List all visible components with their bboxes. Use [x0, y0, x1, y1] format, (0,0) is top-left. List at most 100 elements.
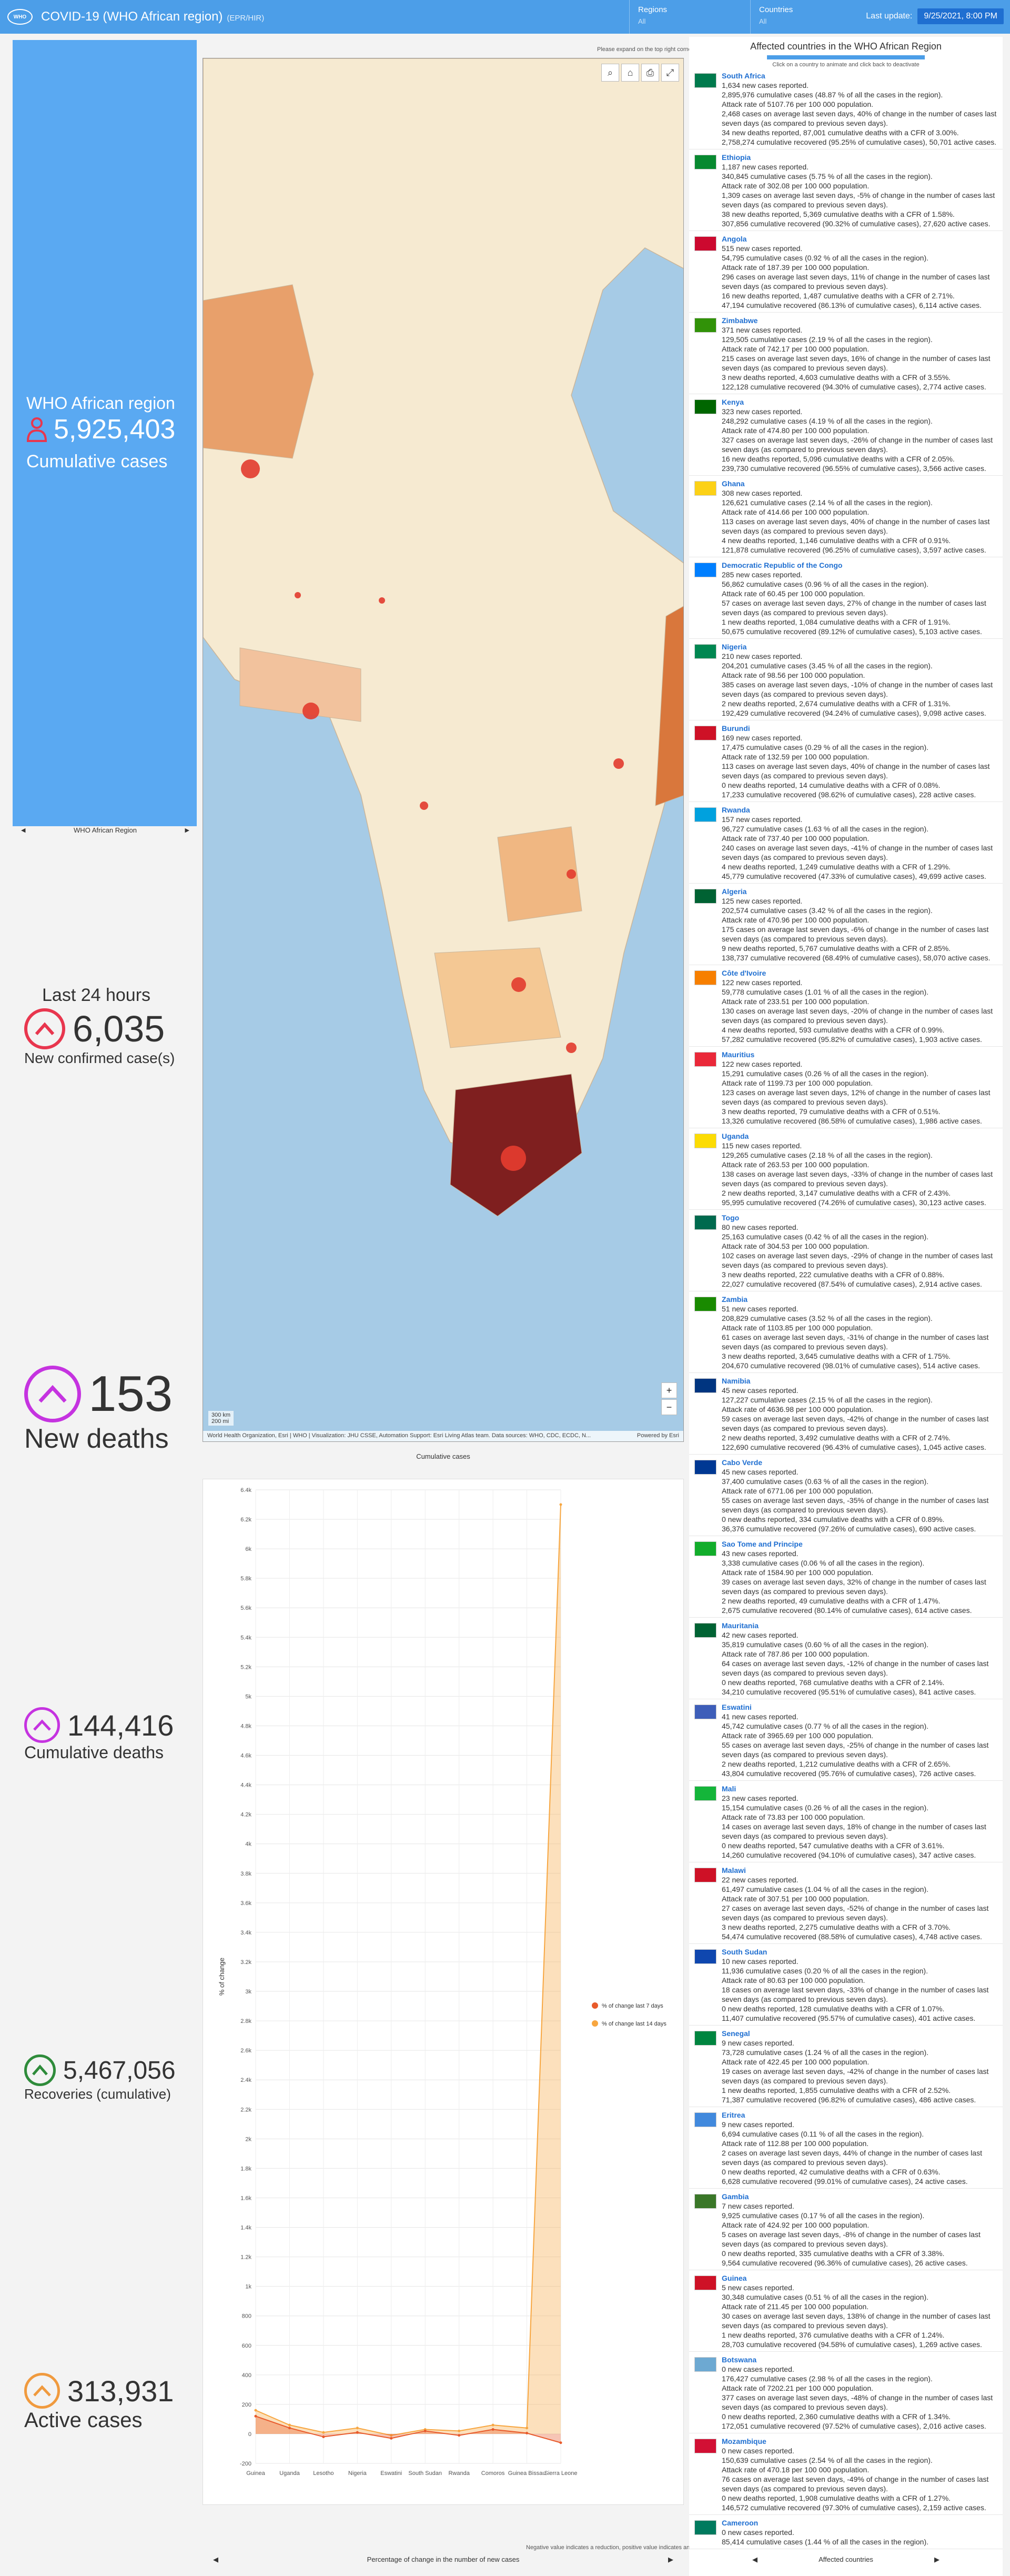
zoom-out-button[interactable]: − — [661, 1399, 677, 1415]
print-icon[interactable]: ⎙ — [641, 64, 659, 82]
country-entry[interactable]: Nigeria 210 new cases reported. 204,201 cu… — [689, 639, 1003, 720]
map-bubble[interactable] — [511, 977, 526, 992]
country-entry[interactable]: Rwanda 157 new cases reported. 96,727 cumu… — [689, 802, 1003, 884]
country-entry[interactable]: South Sudan 10 new cases reported. 11,936 … — [689, 1944, 1003, 2026]
country-entry[interactable]: Ethiopia 1,187 new cases reported. 340,845… — [689, 149, 1003, 231]
country-name[interactable]: Algeria — [722, 887, 747, 896]
country-entry[interactable]: Eritrea 9 new cases reported. 6,694 cumula… — [689, 2107, 1003, 2189]
map-bubble[interactable] — [567, 869, 576, 879]
country-entry[interactable]: Gambia 7 new cases reported. 9,925 cumulat… — [689, 2189, 1003, 2270]
country-name[interactable]: Togo — [722, 1214, 740, 1222]
country-entry[interactable]: Cameroon 0 new cases reported. 85,414 cumu… — [689, 2515, 1003, 2549]
country-entry[interactable]: Mali 23 new cases reported. 15,154 cumulat… — [689, 1781, 1003, 1862]
country-name[interactable]: Angola — [722, 235, 747, 243]
country-name[interactable]: Zimbabwe — [722, 316, 758, 325]
country-entry[interactable]: Senegal 9 new cases reported. 73,728 cumul… — [689, 2026, 1003, 2107]
country-name[interactable]: Cameroon — [722, 2519, 759, 2527]
country-entry[interactable]: Burundi 169 new cases reported. 17,475 cum… — [689, 720, 1003, 802]
central-africa-region[interactable] — [497, 826, 582, 922]
change-chart[interactable]: 6.4k 6.2k 6k 5.8k 5.6k 5.4k 5.2k 5k 4.8k 4.6k 4.4k… — [203, 1479, 684, 2505]
country-entry[interactable]: Malawi 22 new cases reported. 61,497 cumul… — [689, 1862, 1003, 1944]
map-bubble[interactable] — [302, 703, 319, 719]
algeria-region[interactable] — [203, 284, 314, 459]
country-name[interactable]: Uganda — [722, 1132, 749, 1140]
country-name[interactable]: Eritrea — [722, 2111, 745, 2119]
country-entry[interactable]: Angola 515 new cases reported. 54,795 cumu… — [689, 231, 1003, 313]
country-name[interactable]: South Sudan — [722, 1948, 767, 1956]
map-bubble[interactable] — [379, 597, 385, 604]
country-entry[interactable]: Uganda 115 new cases reported. 129,265 cum… — [689, 1128, 1003, 1210]
zoom-in-button[interactable]: + — [661, 1382, 677, 1398]
country-name[interactable]: Cabo Verde — [722, 1458, 763, 1467]
map-bubble[interactable] — [295, 592, 301, 598]
next-arrow-icon[interactable]: ▶ — [668, 2555, 673, 2563]
country-name[interactable]: Ethiopia — [722, 153, 751, 162]
country-name[interactable]: Nigeria — [722, 643, 747, 651]
country-name[interactable]: Kenya — [722, 398, 744, 406]
country-name[interactable]: Burundi — [722, 724, 750, 733]
map-bubble[interactable] — [501, 1146, 526, 1171]
country-entry[interactable]: Namibia 45 new cases reported. 127,227 cum… — [689, 1373, 1003, 1455]
country-name[interactable]: Mauritius — [722, 1050, 755, 1059]
next-arrow-icon[interactable]: ▶ — [934, 2555, 940, 2563]
country-entry[interactable]: Zambia 51 new cases reported. 208,829 cumu… — [689, 1291, 1003, 1373]
country-name[interactable]: Malawi — [722, 1866, 746, 1875]
prev-arrow-icon[interactable]: ◀ — [21, 827, 26, 834]
zambia-region[interactable] — [434, 947, 561, 1048]
country-name[interactable]: Democratic Republic of the Congo — [722, 561, 843, 569]
country-entry[interactable]: Ghana 308 new cases reported. 126,621 cumu… — [689, 476, 1003, 557]
country-entry[interactable]: Mauritius 122 new cases reported. 15,291 c… — [689, 1047, 1003, 1128]
country-name[interactable]: Côte d'Ivoire — [722, 969, 766, 977]
map-bubble[interactable] — [613, 758, 624, 769]
country-name[interactable]: Namibia — [722, 1377, 751, 1385]
east-africa-region[interactable] — [655, 606, 684, 806]
country-name[interactable]: Mali — [722, 1785, 736, 1793]
powered-by[interactable]: Powered by Esri — [637, 1432, 679, 1439]
home-icon[interactable]: ⌂ — [621, 64, 639, 82]
country-name[interactable]: Rwanda — [722, 806, 750, 814]
country-entry[interactable]: Cabo Verde 45 new cases reported. 37,400 c… — [689, 1455, 1003, 1536]
countries-selector[interactable]: Countries All — [750, 0, 801, 34]
country-name[interactable]: Senegal — [722, 2029, 750, 2038]
country-entry[interactable]: Botswana 0 new cases reported. 176,427 cum… — [689, 2352, 1003, 2433]
flag-icon — [694, 2194, 716, 2209]
country-entry[interactable]: Sao Tome and Principe 43 new cases report… — [689, 1536, 1003, 1618]
country-name[interactable]: Sao Tome and Principe — [722, 1540, 803, 1548]
country-entry[interactable]: Eswatini 41 new cases reported. 45,742 cum… — [689, 1699, 1003, 1781]
country-entry[interactable]: Democratic Republic of the Congo 285 new … — [689, 557, 1003, 639]
regions-selector[interactable]: Regions All — [629, 0, 675, 34]
country-name[interactable]: Gambia — [722, 2192, 749, 2201]
south-africa-region[interactable] — [450, 1074, 582, 1217]
country-entry[interactable]: Mauritania 42 new cases reported. 35,819 c… — [689, 1618, 1003, 1699]
country-entry[interactable]: South Africa 1,634 new cases reported. 2,8… — [689, 68, 1003, 149]
country-entry[interactable]: Togo 80 new cases reported. 25,163 cumulat… — [689, 1210, 1003, 1291]
country-entry[interactable]: Algeria 125 new cases reported. 202,574 cu… — [689, 884, 1003, 965]
country-stat-line: 126,621 cumulative cases (2.14 % of all … — [722, 498, 933, 507]
country-entry[interactable]: Mozambique 0 new cases reported. 150,639 c… — [689, 2433, 1003, 2515]
country-entry[interactable]: Zimbabwe 371 new cases reported. 129,505 c… — [689, 313, 1003, 394]
y-tick-label: 3.2k — [240, 1959, 251, 1966]
country-entry[interactable]: Côte d'Ivoire 122 new cases reported. 59,7… — [689, 965, 1003, 1047]
country-entry[interactable]: Kenya 323 new cases reported. 248,292 cumu… — [689, 394, 1003, 476]
country-name[interactable]: Eswatini — [722, 1703, 752, 1711]
prev-arrow-icon[interactable]: ◀ — [213, 2555, 218, 2563]
country-stat-line: 0 new deaths reported, 42 cumulative dea… — [722, 2168, 941, 2176]
country-name[interactable]: Zambia — [722, 1295, 748, 1304]
country-name[interactable]: Mozambique — [722, 2437, 766, 2445]
next-arrow-icon[interactable]: ▶ — [185, 827, 189, 834]
country-stat-line: 22,027 cumulative recovered (87.54% of c… — [722, 1280, 982, 1288]
map-bubble[interactable] — [566, 1043, 577, 1053]
search-icon[interactable]: ⌕ — [601, 64, 619, 82]
map-view[interactable]: ⌕ ⌂ ⎙ ⤢ + − 300 km 200 mi World Health Or… — [203, 58, 684, 1442]
expand-icon[interactable]: ⤢ — [661, 64, 679, 82]
country-name[interactable]: Ghana — [722, 479, 745, 488]
country-name[interactable]: Mauritania — [722, 1621, 759, 1630]
country-entry[interactable]: Guinea 5 new cases reported. 30,348 cumula… — [689, 2270, 1003, 2352]
country-name[interactable]: Botswana — [722, 2356, 757, 2364]
country-name[interactable]: Guinea — [722, 2274, 747, 2282]
map-bubble[interactable] — [241, 459, 260, 478]
country-name[interactable]: South Africa — [722, 72, 765, 80]
map-bubble[interactable] — [420, 801, 428, 810]
prev-arrow-icon[interactable]: ◀ — [752, 2555, 758, 2563]
west-africa-region[interactable] — [239, 647, 361, 722]
